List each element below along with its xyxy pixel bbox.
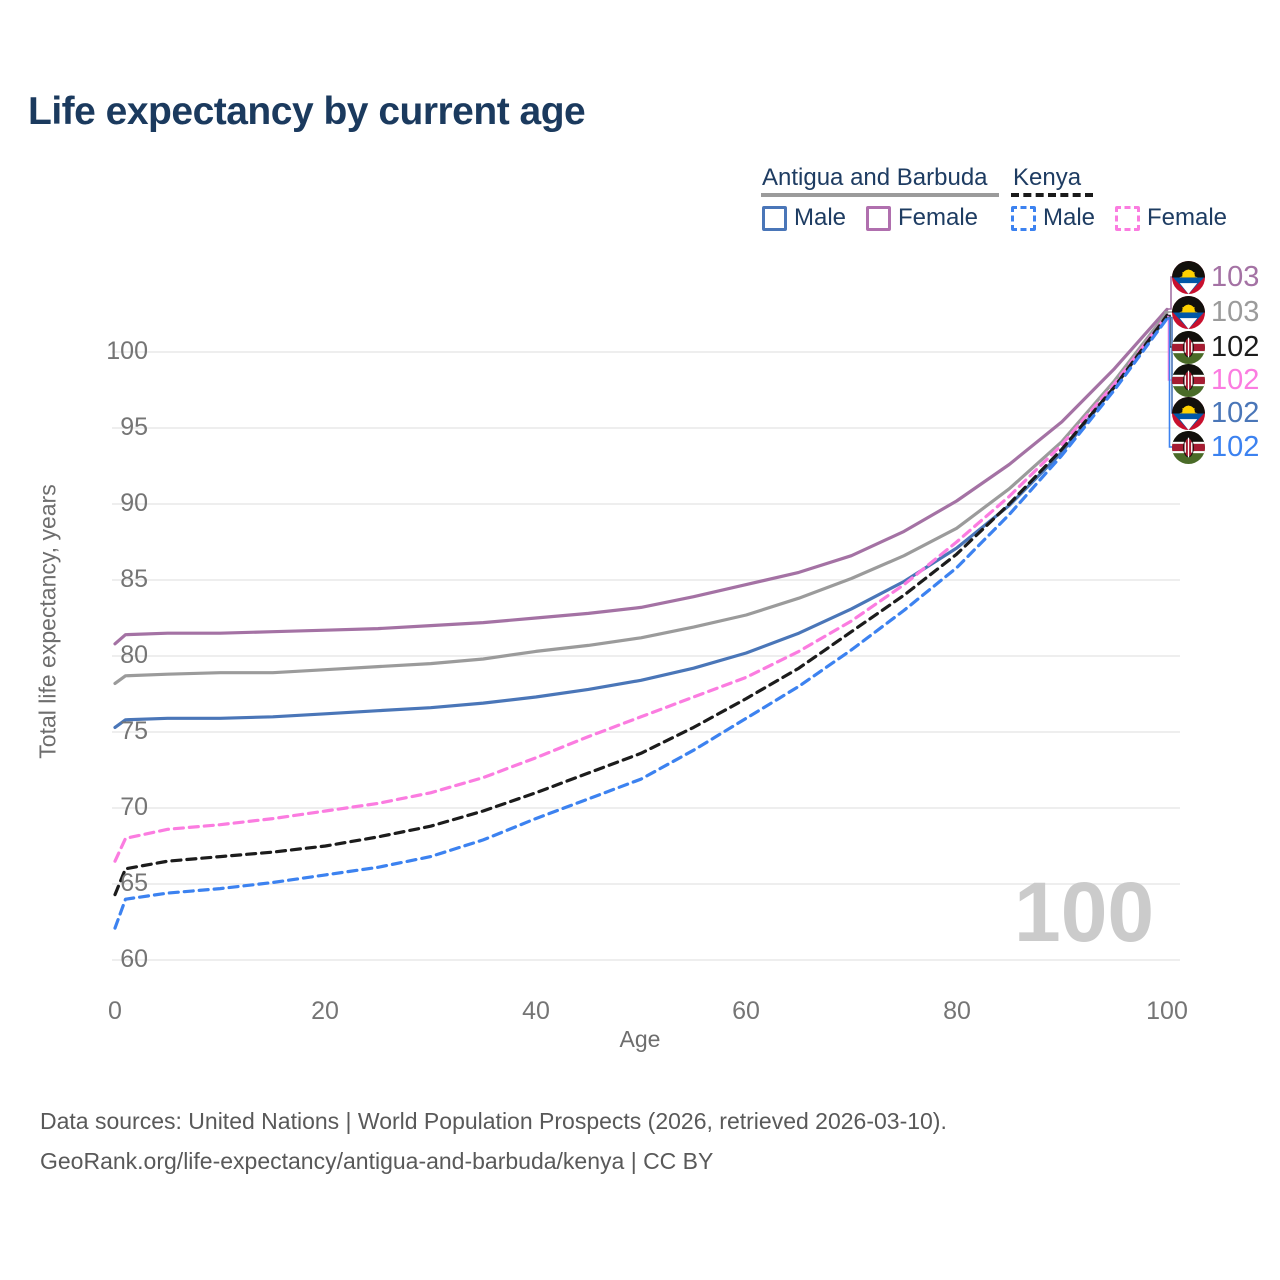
y-tick-80: 80 [120, 641, 148, 669]
endpoint-value: 102 [1211, 430, 1260, 463]
endpoint-antigua-total: 103 [1172, 295, 1259, 329]
endpoint-kenya-total: 102 [1172, 330, 1259, 364]
footer-url-line: GeoRank.org/life-expectancy/antigua-and-… [40, 1148, 714, 1174]
x-tick-80: 80 [943, 997, 971, 1025]
legend-group-antigua[interactable]: Antigua and Barbuda [762, 164, 988, 191]
x-tick-40: 40 [522, 997, 550, 1025]
series-line [113, 310, 1169, 685]
age-watermark: 100 [1014, 865, 1155, 959]
antigua-and-barbuda-flag-icon [1172, 396, 1205, 430]
endpoint-value: 102 [1211, 363, 1260, 396]
legend-item-antigua-female[interactable]: Female [866, 204, 978, 232]
legend-group-kenya[interactable]: Kenya [1013, 164, 1082, 191]
y-tick-100: 100 [106, 337, 148, 365]
kenya-female-swatch-icon [1115, 205, 1140, 231]
legend-label: Female [1147, 204, 1228, 231]
legend-underline-antigua-total-line [761, 193, 999, 197]
y-axis-title: Total life expectancy, years [34, 484, 61, 759]
series-line [113, 317, 1169, 930]
legend-label: Male [794, 204, 847, 231]
legend-underline-kenya-total-line [1011, 193, 1093, 197]
line-chart-canvas [112, 276, 1180, 961]
kenya-male-swatch-icon [1011, 205, 1036, 231]
endpoint-kenya-female: 102 [1172, 363, 1259, 397]
endpoint-antigua-male: 102 [1172, 396, 1259, 430]
legend-item-antigua-male[interactable]: Male [762, 204, 846, 232]
antigua-male-swatch-icon [762, 205, 787, 231]
kenya-flag-icon [1172, 363, 1205, 397]
endpoint-value: 103 [1211, 295, 1260, 328]
antigua-and-barbuda-flag-icon [1172, 295, 1205, 329]
endpoint-value: 103 [1211, 260, 1260, 293]
x-tick-20: 20 [311, 997, 339, 1025]
series-line [113, 307, 1169, 646]
legend-label: Female [898, 204, 979, 231]
endpoint-kenya-male: 102 [1172, 430, 1259, 464]
x-tick-100: 100 [1146, 997, 1188, 1025]
series-lines [113, 307, 1169, 930]
series-line [113, 313, 1169, 863]
series-line [113, 315, 1169, 729]
y-tick-60: 60 [120, 945, 148, 973]
endpoint-value: 102 [1211, 330, 1260, 363]
antigua-and-barbuda-flag-icon [1172, 260, 1205, 294]
kenya-flag-icon [1172, 430, 1205, 464]
legend-item-kenya-male[interactable]: Male [1011, 204, 1095, 232]
x-tick-60: 60 [732, 997, 760, 1025]
endpoint-value: 102 [1211, 396, 1260, 429]
x-tick-0: 0 [108, 997, 122, 1025]
y-tick-70: 70 [120, 793, 148, 821]
y-tick-65: 65 [120, 869, 148, 897]
footer-source-line: Data sources: United Nations | World Pop… [40, 1108, 947, 1134]
y-tick-95: 95 [120, 413, 148, 441]
y-tick-85: 85 [120, 565, 148, 593]
kenya-flag-icon [1172, 330, 1205, 364]
endpoint-antigua-female: 103 [1172, 260, 1259, 294]
page-title: Life expectancy by current age [28, 90, 586, 133]
x-axis-title: Age [619, 1026, 661, 1052]
y-tick-75: 75 [120, 717, 148, 745]
series-line [113, 313, 1169, 897]
y-tick-90: 90 [120, 489, 148, 517]
antigua-female-swatch-icon [866, 205, 891, 231]
legend-label: Male [1043, 204, 1096, 231]
legend-item-kenya-female[interactable]: Female [1115, 204, 1227, 232]
